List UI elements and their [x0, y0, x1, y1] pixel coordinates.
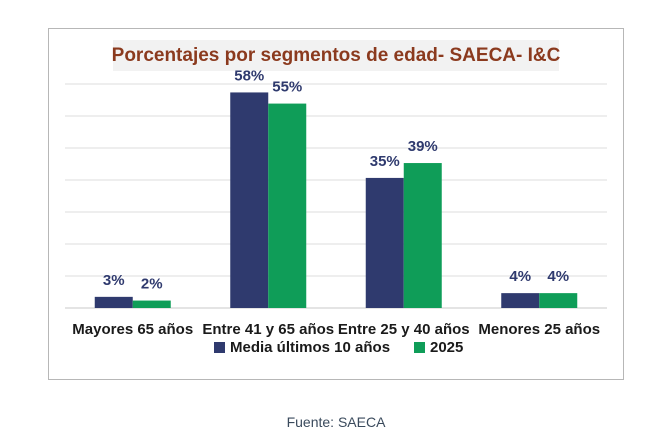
data-label: 39%: [408, 138, 438, 155]
data-label: 4%: [547, 268, 569, 285]
data-label: 3%: [103, 272, 125, 289]
bar: [501, 293, 540, 308]
legend-swatch: [214, 342, 225, 353]
bar: [230, 92, 269, 308]
category-tick-label: Mayores 65 años: [72, 321, 193, 338]
bar: [268, 103, 307, 308]
chart-frame: [48, 28, 624, 380]
data-label: 35%: [370, 153, 400, 170]
bar: [403, 163, 442, 308]
data-label: 55%: [272, 79, 302, 96]
bar: [94, 296, 133, 308]
chart-title: Porcentajes por segmentos de edad- SAECA…: [111, 44, 561, 66]
category-tick-label: Menores 25 años: [478, 321, 600, 338]
category-tick-label: Entre 25 y 40 años: [338, 321, 470, 338]
data-label: 2%: [141, 276, 163, 293]
source-note: Fuente: SAECA: [286, 414, 386, 430]
data-label: 58%: [234, 67, 264, 84]
category-tick-label: Entre 41 y 65 años: [202, 321, 334, 338]
chart-title-box: Porcentajes por segmentos de edad- SAECA…: [111, 40, 561, 71]
data-label: 4%: [509, 268, 531, 285]
legend-label: Media últimos 10 años: [230, 339, 390, 356]
legend-label: 2025: [430, 339, 463, 356]
bar: [539, 293, 578, 308]
bar: [132, 300, 171, 308]
legend-swatch: [414, 342, 425, 353]
bar: [365, 177, 404, 308]
